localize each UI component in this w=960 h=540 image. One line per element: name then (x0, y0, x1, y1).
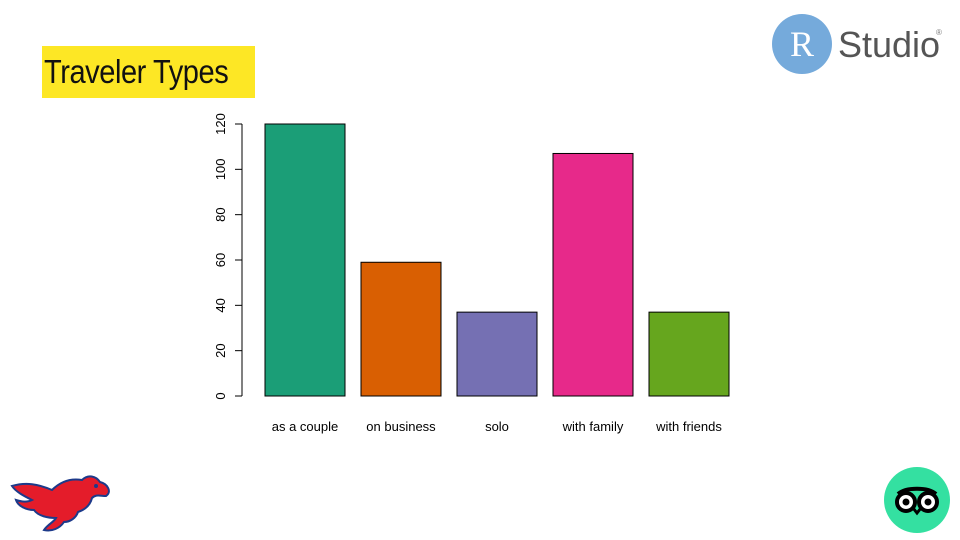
bar (360, 261, 442, 397)
x-tick-label: as a couple (272, 419, 339, 434)
smu-mustang-logo (8, 472, 114, 534)
title-highlight: Traveler Types (42, 46, 256, 98)
bar (264, 123, 346, 397)
rstudio-r-icon: R (772, 14, 832, 74)
bar (552, 152, 634, 397)
y-tick-label: 100 (213, 158, 228, 180)
page-title: Traveler Types (44, 53, 229, 90)
x-tick-label: on business (366, 419, 436, 434)
bar (456, 311, 538, 397)
y-tick-label: 80 (213, 207, 228, 221)
y-tick-label: 0 (213, 392, 228, 399)
x-tick-label: with family (562, 419, 624, 434)
x-tick-label: with friends (655, 419, 722, 434)
registered-mark: ® (936, 28, 942, 37)
x-tick-label: solo (485, 419, 509, 434)
rstudio-wordmark: Studio (838, 24, 941, 65)
tripadvisor-owl-icon (884, 467, 950, 533)
y-tick-label: 40 (213, 298, 228, 312)
y-tick-label: 60 (213, 253, 228, 267)
y-tick-label: 120 (213, 113, 228, 135)
bar (648, 311, 730, 397)
rstudio-logo: R Studio ® (772, 14, 947, 76)
y-tick-label: 20 (213, 343, 228, 357)
